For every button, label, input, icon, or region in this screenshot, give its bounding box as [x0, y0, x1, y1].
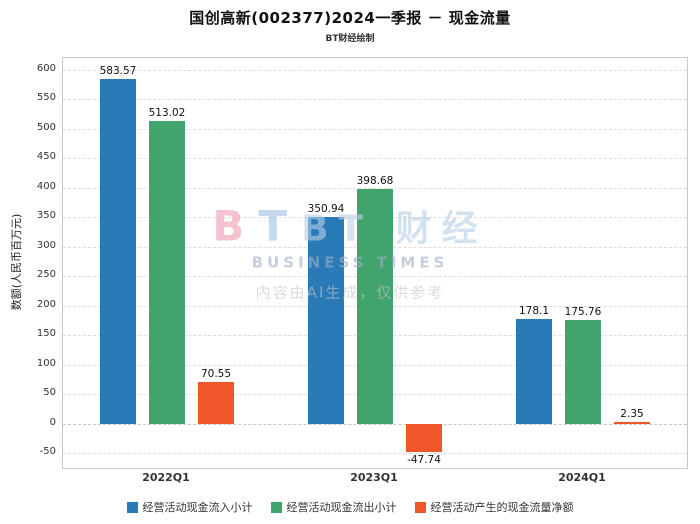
- x-tick-label: 2023Q1: [350, 471, 398, 484]
- gridline: [63, 187, 687, 189]
- bar: [406, 423, 442, 452]
- legend-swatch: [270, 501, 282, 513]
- bars-layer: 583.57 513.02 70.55 350.94 398.68 -47.74 178.1…: [63, 58, 687, 468]
- bar: [357, 188, 393, 424]
- bar: [149, 121, 185, 424]
- gridline: [63, 158, 687, 160]
- gridline: [63, 128, 687, 130]
- legend-swatch: [414, 501, 426, 513]
- y-tick-label: 450: [36, 151, 56, 163]
- gridline: [63, 99, 687, 101]
- chart-title: 国创高新(002377)2024一季报 － 现金流量: [189, 9, 511, 27]
- bar: [614, 422, 650, 424]
- y-tick-label: 200: [36, 298, 56, 310]
- bar-value-label: -47.74: [407, 453, 441, 466]
- legend: 经营活动现金流入小计 经营活动现金流出小计 经营活动产生的现金流量净额: [0, 499, 700, 515]
- y-axis-ticks: -50 0 50 100 150 200 250 300 350 400 450 500 550 600: [20, 57, 56, 467]
- y-tick-label: 150: [36, 328, 56, 340]
- x-tick-label: 2024Q1: [558, 471, 606, 484]
- x-tick-label: 2022Q1: [142, 471, 190, 484]
- y-tick-label: 0: [49, 416, 56, 428]
- y-tick-label: 500: [36, 121, 56, 133]
- bar-value-label: 583.57: [99, 65, 137, 78]
- gridline: [63, 69, 687, 71]
- y-tick-label: 400: [36, 180, 56, 192]
- bar-value-label: 513.02: [148, 107, 186, 120]
- legend-label: 经营活动产生的现金流量净额: [430, 501, 574, 514]
- legend-label: 经营活动现金流入小计: [142, 501, 253, 514]
- y-tick-label: 250: [36, 269, 56, 281]
- y-tick-label: 550: [36, 92, 56, 104]
- y-tick-label: 350: [36, 210, 56, 222]
- legend-item: 经营活动现金流出小计: [270, 499, 397, 515]
- plot-area: 583.57 513.02 70.55 350.94 398.68 -47.74 178.1…: [62, 57, 688, 469]
- bar: [308, 216, 344, 424]
- bar-value-label: 2.35: [620, 408, 644, 421]
- bar-value-label: 350.94: [307, 202, 345, 215]
- legend-item: 经营活动产生的现金流量净额: [414, 499, 574, 515]
- gridline: [63, 453, 687, 455]
- bar: [516, 318, 552, 424]
- bar: [198, 382, 234, 424]
- y-tick-label: 50: [43, 387, 56, 399]
- bar: [100, 79, 136, 424]
- legend-item: 经营活动现金流入小计: [126, 499, 253, 515]
- bar-value-label: 175.76: [564, 306, 602, 319]
- y-tick-label: -50: [39, 446, 56, 458]
- bar-value-label: 398.68: [356, 174, 394, 187]
- chart-subtitle: BT财经绘制: [325, 34, 375, 44]
- y-tick-label: 600: [36, 62, 56, 74]
- y-tick-label: 300: [36, 239, 56, 251]
- x-axis-labels: 2022Q1 2023Q1 2024Q1: [62, 471, 686, 485]
- legend-label: 经营活动现金流出小计: [286, 501, 397, 514]
- bar: [565, 320, 601, 424]
- bar-value-label: 178.1: [518, 304, 550, 317]
- gridline: [63, 423, 687, 425]
- bar-value-label: 70.55: [200, 368, 232, 381]
- legend-swatch: [126, 501, 138, 513]
- y-tick-label: 100: [36, 357, 56, 369]
